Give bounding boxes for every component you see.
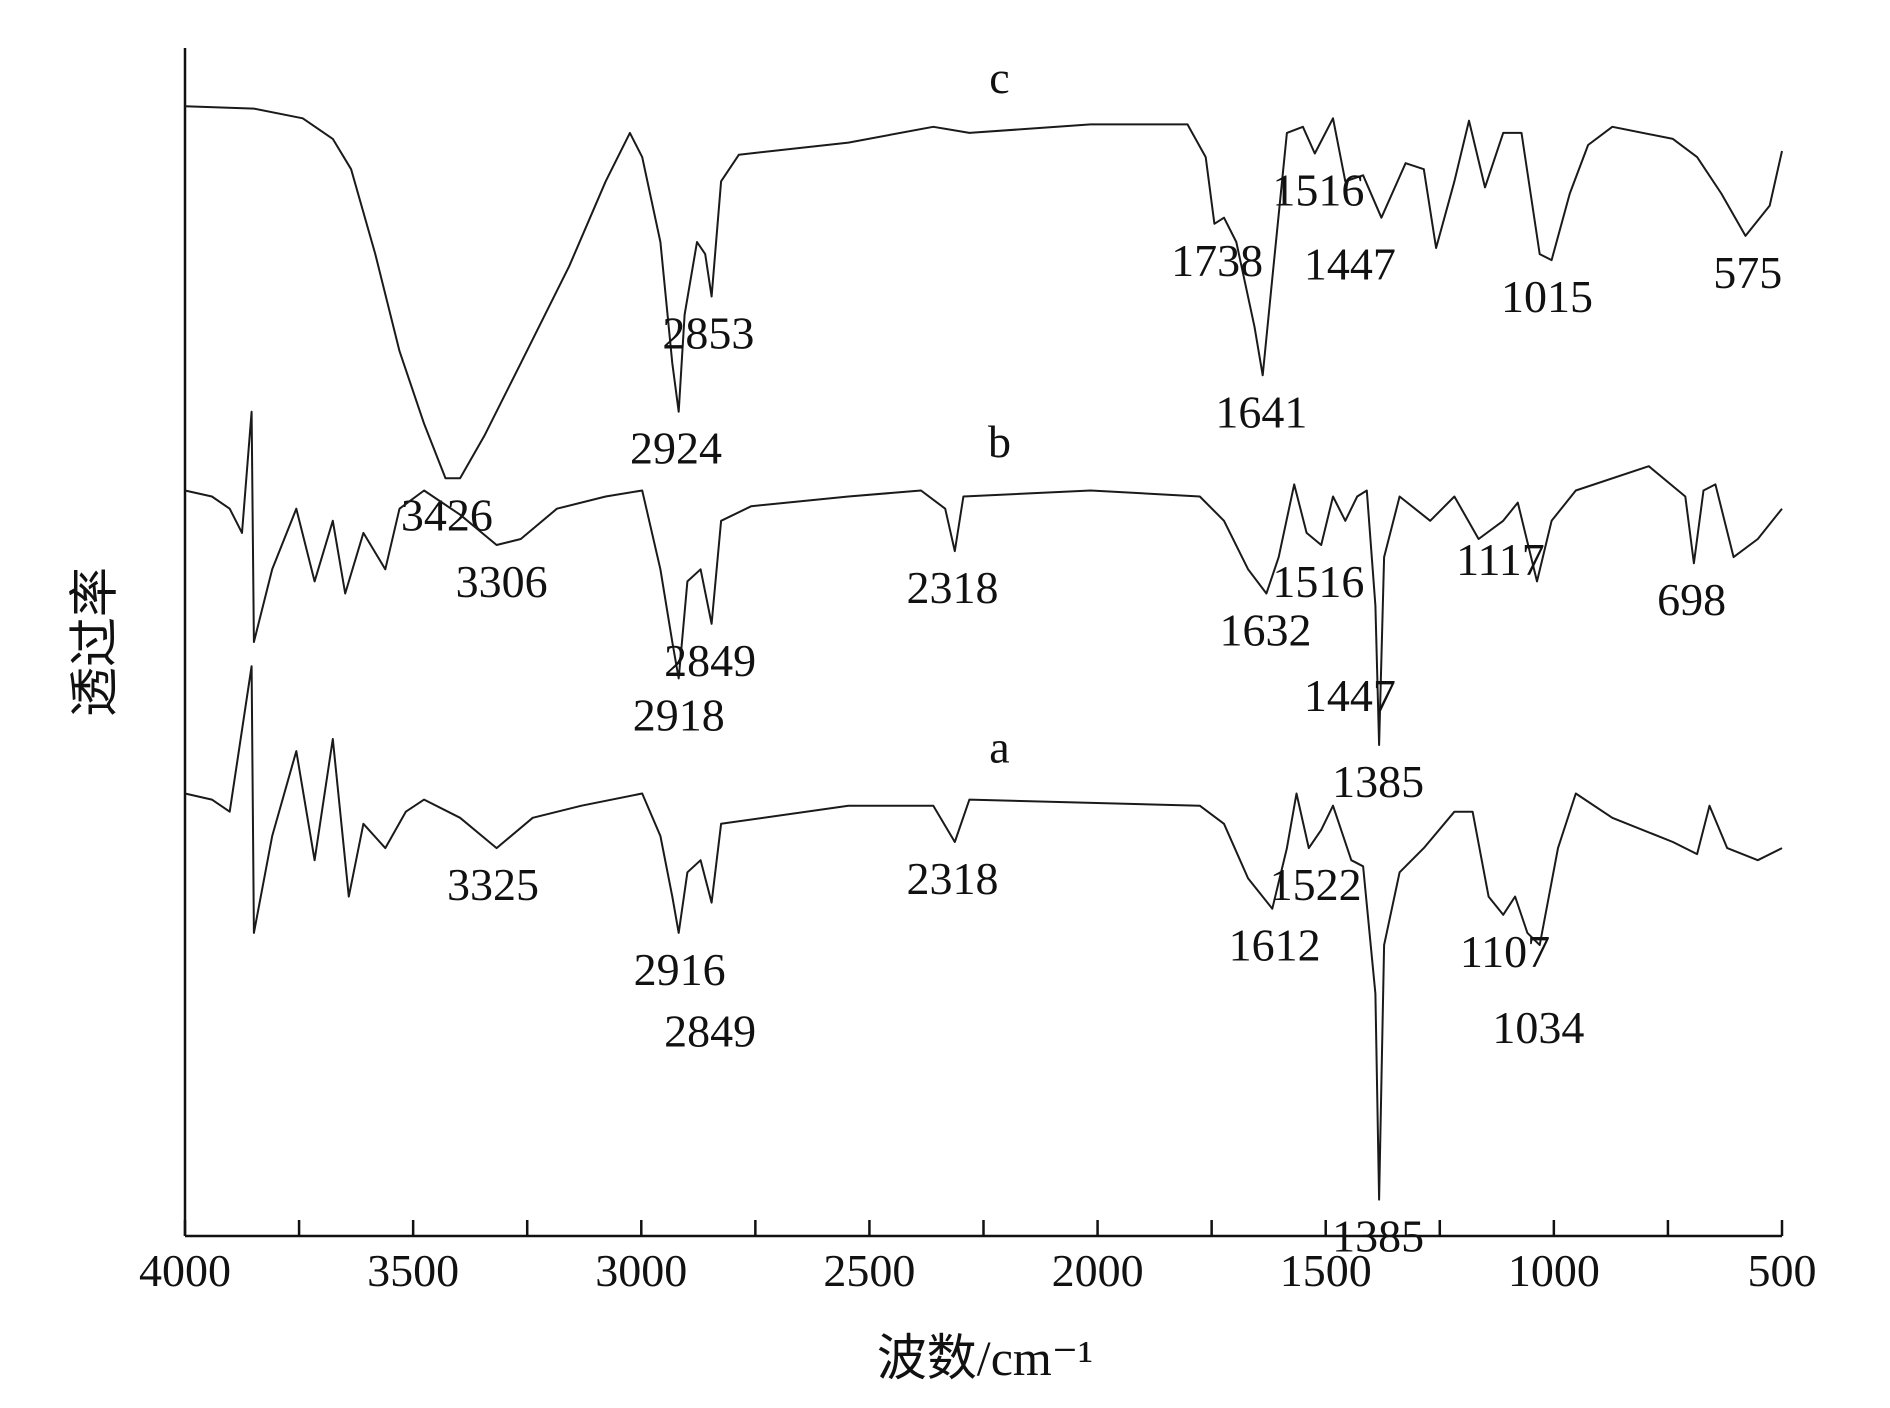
peak-label: 2849 — [664, 1006, 756, 1057]
peak-label: 2318 — [906, 853, 998, 904]
peak-label: 1632 — [1219, 605, 1311, 656]
series-label: a — [989, 721, 1009, 772]
peak-label: 698 — [1657, 574, 1726, 625]
x-tick-label: 2500 — [823, 1245, 915, 1296]
peak-label: 1738 — [1171, 235, 1263, 286]
series-label: b — [988, 416, 1011, 467]
peak-label: 575 — [1713, 247, 1782, 298]
peak-label: 1385 — [1332, 1211, 1424, 1262]
peak-label: 2916 — [634, 944, 726, 995]
peak-label: 2318 — [906, 562, 998, 613]
peak-label: 2918 — [633, 689, 725, 740]
peak-label: 1612 — [1229, 920, 1321, 971]
x-tick-label: 4000 — [139, 1245, 231, 1296]
series-label: c — [989, 52, 1009, 103]
peak-label: 1516 — [1272, 164, 1364, 215]
x-axis-label: 波数/cm⁻¹ — [877, 1330, 1093, 1386]
peak-label: 1447 — [1304, 238, 1396, 289]
peak-label: 2849 — [664, 635, 756, 686]
spectrum-line — [184, 665, 1783, 1201]
peak-label: 1117 — [1456, 534, 1545, 585]
x-tick-label: 500 — [1748, 1245, 1817, 1296]
x-tick-label: 3500 — [367, 1245, 459, 1296]
peak-label: 1447 — [1304, 670, 1396, 721]
peak-label: 1107 — [1460, 926, 1550, 977]
peak-label: 1516 — [1272, 556, 1364, 607]
x-tick-label: 3000 — [595, 1245, 687, 1296]
peak-label: 2924 — [630, 423, 722, 474]
peak-label: 1522 — [1270, 859, 1362, 910]
peak-label: 1015 — [1501, 271, 1593, 322]
peak-label: 3325 — [447, 859, 539, 910]
peak-label: 3306 — [456, 556, 548, 607]
spectrum-line — [184, 105, 1783, 480]
x-tick-label: 2000 — [1052, 1245, 1144, 1296]
peak-label: 3426 — [401, 489, 493, 540]
spectrum-line — [184, 410, 1783, 746]
peak-label: 2853 — [662, 308, 754, 359]
peak-label: 1034 — [1492, 1002, 1584, 1053]
peak-label: 1385 — [1332, 756, 1424, 807]
peak-label: 1641 — [1215, 386, 1307, 437]
y-axis-label: 透过率 — [66, 567, 122, 717]
x-tick-label: 1500 — [1280, 1245, 1372, 1296]
x-tick-label: 1000 — [1508, 1245, 1600, 1296]
